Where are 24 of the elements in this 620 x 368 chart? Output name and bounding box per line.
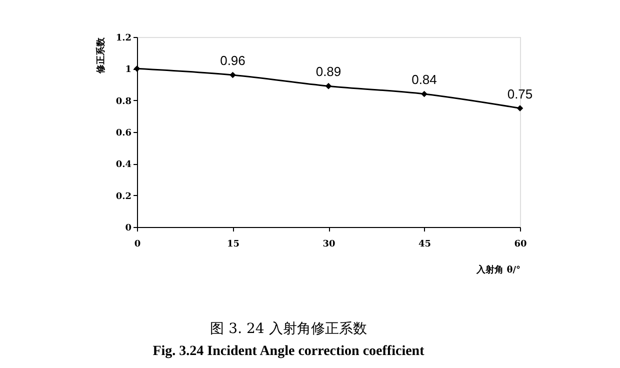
- point: [421, 90, 428, 98]
- y-tick-label: 1: [125, 65, 132, 76]
- data-label: 0.96: [220, 53, 246, 68]
- x-tick-label: 45: [418, 240, 432, 250]
- y-tick-label: 1.2: [116, 34, 132, 44]
- x-tick-label: 15: [226, 240, 240, 250]
- x-axis-title: 入射角 θ/°: [476, 264, 520, 276]
- x-tick-label: 0: [134, 240, 141, 250]
- y-tick-label: 0.4: [116, 160, 132, 170]
- caption: Fig. 3.24 Incident Angle correction coefficient: [152, 344, 425, 359]
- data-label: 0.89: [316, 64, 342, 80]
- y-axis-title: 修正系数: [96, 36, 106, 74]
- y-tick-label: 0: [125, 224, 132, 234]
- x-tick-label: 30: [322, 240, 336, 250]
- y-tick-label: 0.2: [116, 192, 132, 202]
- data-label: 0.84: [412, 72, 437, 87]
- point: [230, 72, 236, 78]
- point: [516, 105, 524, 112]
- caption: 图 3. 24 入射角修正系数: [210, 321, 367, 337]
- x-tick-label: 60: [514, 240, 527, 250]
- y-tick-label: 0.8: [116, 96, 132, 107]
- point: [325, 82, 332, 90]
- data-label: 0.75: [507, 86, 533, 102]
- y-tick-label: 0.6: [116, 128, 132, 138]
